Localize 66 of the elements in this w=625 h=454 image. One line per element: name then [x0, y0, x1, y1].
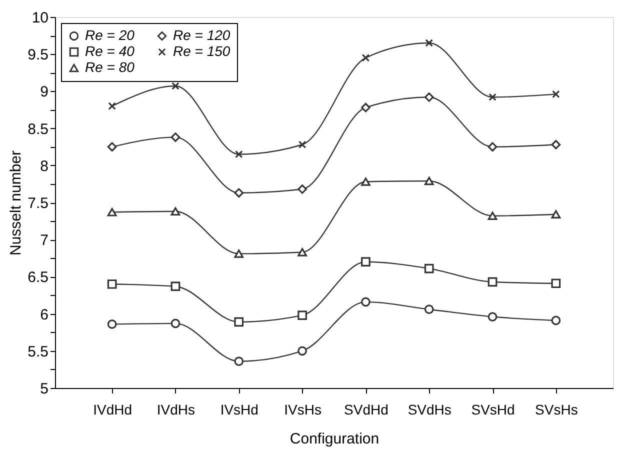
y-tick-label: 8.5 [28, 120, 48, 138]
y-tick-label: 9.5 [28, 46, 48, 64]
point [234, 356, 244, 366]
point [234, 188, 244, 198]
point [107, 279, 117, 289]
point [551, 278, 561, 288]
y-tick-label: 5 [40, 380, 48, 398]
point [361, 257, 370, 267]
point [551, 140, 561, 150]
point [170, 318, 180, 328]
y-tick-label: 8 [40, 158, 48, 175]
point [488, 312, 498, 322]
point [298, 346, 307, 356]
y-tick-label: 9 [40, 84, 48, 101]
point [424, 304, 434, 314]
point [234, 150, 243, 158]
legend-label: Re = 80 [85, 59, 135, 75]
point [108, 102, 116, 110]
x-tick-label: IVdHs [156, 402, 196, 418]
legend-label: Re = 120 [173, 27, 230, 43]
x-tick-label: SVdHd [344, 402, 388, 418]
point [361, 178, 370, 186]
point [170, 132, 180, 142]
legend-label: Re = 150 [173, 43, 230, 59]
y-tick-label: 6.5 [28, 269, 48, 286]
point [424, 92, 434, 102]
point [170, 207, 180, 216]
x-tick-label: IVdHd [93, 402, 132, 418]
x-tick-label: IVsHd [220, 402, 258, 418]
legend-label: Re = 20 [85, 27, 135, 43]
point [488, 277, 498, 287]
point [361, 102, 370, 112]
point [424, 264, 434, 274]
y-tick-label: 5.5 [28, 343, 48, 360]
point [552, 90, 560, 98]
point [107, 320, 117, 329]
point [234, 317, 244, 327]
x-tick-label: SVsHs [535, 402, 578, 418]
point [172, 82, 180, 90]
point [298, 140, 306, 149]
point [488, 93, 496, 102]
x-tick-label: SVsHd [471, 402, 515, 418]
point [107, 208, 117, 216]
point [425, 39, 434, 47]
y-tick-label: 7 [40, 232, 48, 250]
point [107, 142, 117, 152]
x-tick-label: SVdHs [408, 402, 452, 418]
point [551, 316, 561, 326]
point [298, 184, 307, 194]
point [488, 142, 498, 152]
point [361, 297, 370, 307]
y-tick-label: 10 [32, 10, 48, 26]
point [424, 176, 434, 186]
point [298, 248, 307, 256]
y-tick-label: 6 [40, 306, 48, 324]
point [488, 212, 498, 220]
y-axis-title: Nusselt number [8, 150, 25, 256]
y-tick-label: 7.5 [28, 195, 48, 212]
x-tick-label: IVsHs [284, 402, 322, 418]
point [551, 210, 561, 219]
point [234, 250, 244, 258]
point [362, 54, 370, 62]
legend-label: Re = 40 [85, 43, 135, 59]
x-axis-title: Configuration [290, 430, 380, 448]
point [170, 282, 180, 292]
point [298, 310, 307, 320]
